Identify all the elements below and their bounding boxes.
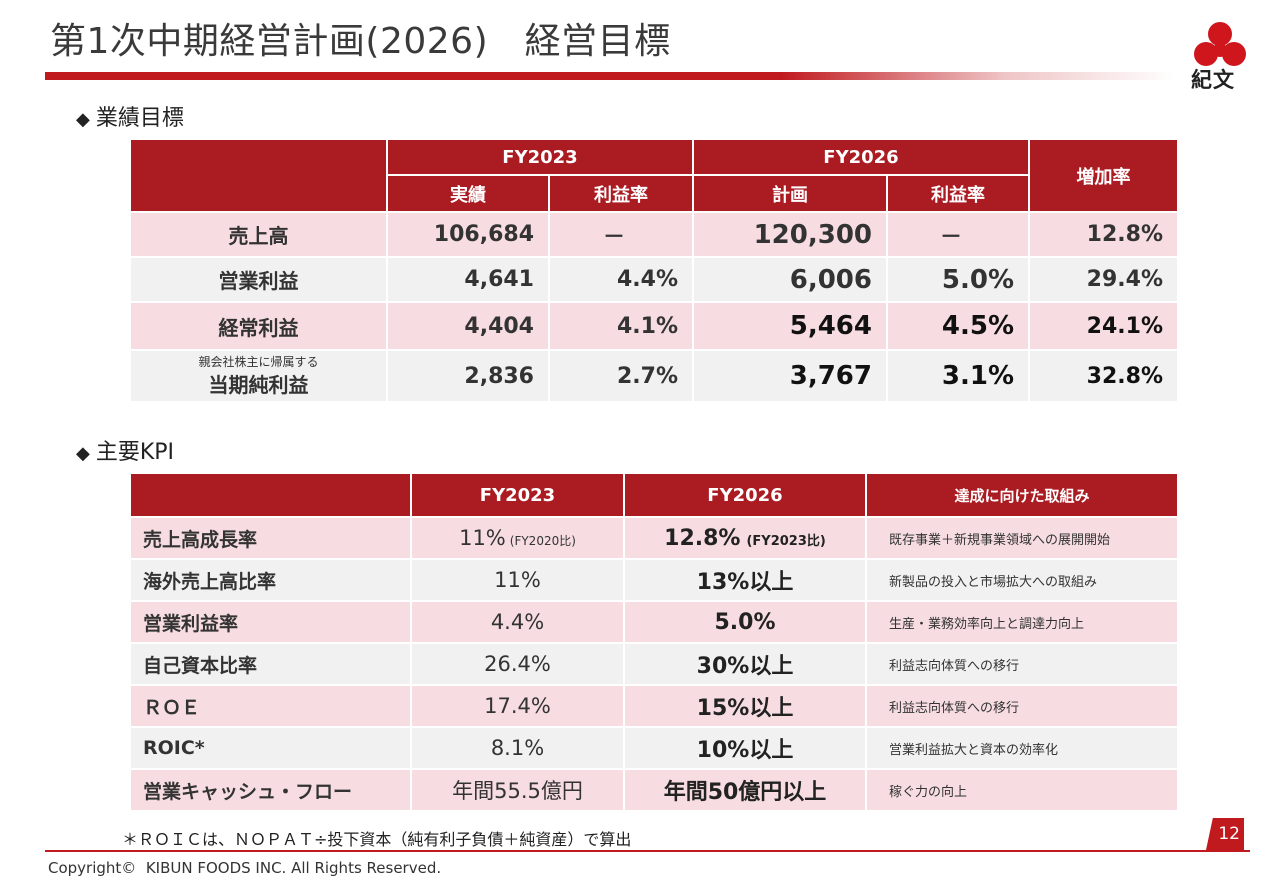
copyright: Copyright© KIBUN FOODS INC. All Rights R… bbox=[48, 859, 442, 877]
fy23-value: 106,684 bbox=[388, 213, 550, 258]
fy26-value: 5,464 bbox=[694, 303, 888, 351]
kpi-fy23: 年間55.5億円 bbox=[412, 770, 625, 812]
table-row: 営業利益 4,641 4.4% 6,006 5.0% 29.4% bbox=[131, 258, 1177, 303]
kpi-action: 営業利益拡大と資本の効率化 bbox=[867, 728, 1177, 770]
kpi-fy26: 10%以上 bbox=[625, 728, 867, 770]
row-label: 経常利益 bbox=[131, 303, 388, 351]
table-row: 売上高 106,684 － 120,300 － 12.8% bbox=[131, 213, 1177, 258]
page-number: 12 bbox=[1206, 818, 1244, 850]
kpi-fy26: 15%以上 bbox=[625, 686, 867, 728]
row-label-cell: 親会社株主に帰属する 当期純利益 bbox=[131, 351, 388, 403]
fy23-value: 4,641 bbox=[388, 258, 550, 303]
kpi-fy26: 12.8% bbox=[664, 525, 741, 551]
kpi-fy26-note: (FY2023比) bbox=[746, 533, 826, 549]
kpi-action: 利益志向体質への移行 bbox=[867, 644, 1177, 686]
growth-rate: 24.1% bbox=[1030, 303, 1177, 351]
kpi-action: 利益志向体質への移行 bbox=[867, 686, 1177, 728]
perf-subhead-margin-26: 利益率 bbox=[888, 176, 1030, 213]
kpi-action: 新製品の投入と市場拡大への取組み bbox=[867, 560, 1177, 602]
table-row: 自己資本比率 26.4% 30%以上 利益志向体質への移行 bbox=[131, 644, 1177, 686]
growth-rate: 29.4% bbox=[1030, 258, 1177, 303]
fy26-margin: 3.1% bbox=[888, 351, 1030, 403]
kibun-logo-icon bbox=[1194, 22, 1246, 66]
kpi-action: 既存事業＋新規事業領域への展開開始 bbox=[867, 518, 1177, 560]
fy23-margin: 4.4% bbox=[550, 258, 694, 303]
kpi-fy23-note: (FY2020比) bbox=[509, 534, 576, 548]
table-row: 海外売上高比率 11% 13%以上 新製品の投入と市場拡大への取組み bbox=[131, 560, 1177, 602]
section-performance: ◆ 業績目標 bbox=[76, 100, 184, 132]
kpi-fy26: 5.0% bbox=[625, 602, 867, 644]
kpi-fy23: 4.4% bbox=[412, 602, 625, 644]
table-row: 営業キャッシュ・フロー 年間55.5億円 年間50億円以上 稼ぐ力の向上 bbox=[131, 770, 1177, 812]
kpi-fy23: 8.1% bbox=[412, 728, 625, 770]
kpi-header-blank bbox=[131, 474, 412, 518]
kpi-action: 稼ぐ力の向上 bbox=[867, 770, 1177, 812]
kpi-fy23: 26.4% bbox=[412, 644, 625, 686]
fy26-margin: － bbox=[888, 213, 1030, 258]
fy26-value: 120,300 bbox=[694, 213, 888, 258]
kpi-fy26: 年間50億円以上 bbox=[625, 770, 867, 812]
row-label: 売上高 bbox=[131, 213, 388, 258]
fy26-margin: 5.0% bbox=[888, 258, 1030, 303]
row-label: 当期純利益 bbox=[208, 372, 309, 397]
kpi-fy23: 11% bbox=[459, 526, 506, 550]
kpi-label: 海外売上高比率 bbox=[131, 560, 412, 602]
table-row: 売上高成長率 11% (FY2020比) 12.8% (FY2023比) 既存事業＋… bbox=[131, 518, 1177, 560]
kpi-label: 売上高成長率 bbox=[131, 518, 412, 560]
perf-header-fy2023: FY2023 bbox=[388, 140, 694, 176]
kpi-label: 営業利益率 bbox=[131, 602, 412, 644]
kpi-fy26: 30%以上 bbox=[625, 644, 867, 686]
growth-rate: 32.8% bbox=[1030, 351, 1177, 403]
section-performance-label: 業績目標 bbox=[95, 106, 184, 131]
perf-header-fy2026: FY2026 bbox=[694, 140, 1030, 176]
kpi-action: 生産・業務効率向上と調達力向上 bbox=[867, 602, 1177, 644]
row-sublabel: 親会社株主に帰属する bbox=[198, 354, 319, 369]
roic-footnote: ＊ＲＯＩＣは、ＮＯＰＡＴ÷投下資本（純有利子負債＋純資産）で算出 bbox=[122, 830, 632, 849]
kpi-label: 営業キャッシュ・フロー bbox=[131, 770, 412, 812]
growth-rate: 12.8% bbox=[1030, 213, 1177, 258]
fy23-margin: 4.1% bbox=[550, 303, 694, 351]
diamond-bullet-icon: ◆ bbox=[76, 443, 90, 464]
table-row: 親会社株主に帰属する 当期純利益 2,836 2.7% 3,767 3.1% 3… bbox=[131, 351, 1177, 403]
table-row: 経常利益 4,404 4.1% 5,464 4.5% 24.1% bbox=[131, 303, 1177, 351]
kpi-header-fy2023: FY2023 bbox=[412, 474, 625, 518]
fy23-margin: 2.7% bbox=[550, 351, 694, 403]
kpi-fy26: 13%以上 bbox=[625, 560, 867, 602]
kpi-label: ROIC* bbox=[131, 728, 412, 770]
table-row: ROIC* 8.1% 10%以上 営業利益拡大と資本の効率化 bbox=[131, 728, 1177, 770]
kpi-fy23: 17.4% bbox=[412, 686, 625, 728]
perf-subhead-margin-23: 利益率 bbox=[550, 176, 694, 213]
fy23-value: 2,836 bbox=[388, 351, 550, 403]
table-row: ＲＯＥ 17.4% 15%以上 利益志向体質への移行 bbox=[131, 686, 1177, 728]
fy26-margin: 4.5% bbox=[888, 303, 1030, 351]
footer-divider bbox=[45, 850, 1250, 852]
kpi-fy23: 11% bbox=[412, 560, 625, 602]
perf-header-blank bbox=[131, 140, 388, 213]
kpi-header-actions: 達成に向けた取組み bbox=[867, 474, 1177, 518]
kpi-table: FY2023 FY2026 達成に向けた取組み 売上高成長率 11% (FY202… bbox=[131, 474, 1177, 812]
kpi-fy23-cell: 11% (FY2020比) bbox=[412, 518, 625, 560]
diamond-bullet-icon: ◆ bbox=[76, 109, 90, 130]
fy23-margin: － bbox=[550, 213, 694, 258]
kpi-fy26-cell: 12.8% (FY2023比) bbox=[625, 518, 867, 560]
page-title: 第1次中期経営計画(2026) 経営目標 bbox=[50, 21, 671, 62]
logo-text: 紀文 bbox=[1191, 68, 1235, 92]
fy23-value: 4,404 bbox=[388, 303, 550, 351]
perf-subhead-actual: 実績 bbox=[388, 176, 550, 213]
section-kpi: ◆ 主要KPI bbox=[76, 434, 174, 466]
section-kpi-label: 主要KPI bbox=[95, 440, 175, 465]
kpi-header-fy2026: FY2026 bbox=[625, 474, 867, 518]
title-underline bbox=[45, 72, 1175, 80]
performance-table: FY2023 FY2026 増加率 実績 利益率 計画 利益率 売上高 106,… bbox=[131, 140, 1177, 403]
table-row: 営業利益率 4.4% 5.0% 生産・業務効率向上と調達力向上 bbox=[131, 602, 1177, 644]
perf-subhead-plan: 計画 bbox=[694, 176, 888, 213]
kpi-label: ＲＯＥ bbox=[131, 686, 412, 728]
fy26-value: 6,006 bbox=[694, 258, 888, 303]
row-label: 営業利益 bbox=[131, 258, 388, 303]
perf-header-growth: 増加率 bbox=[1030, 140, 1177, 213]
kpi-label: 自己資本比率 bbox=[131, 644, 412, 686]
fy26-value: 3,767 bbox=[694, 351, 888, 403]
